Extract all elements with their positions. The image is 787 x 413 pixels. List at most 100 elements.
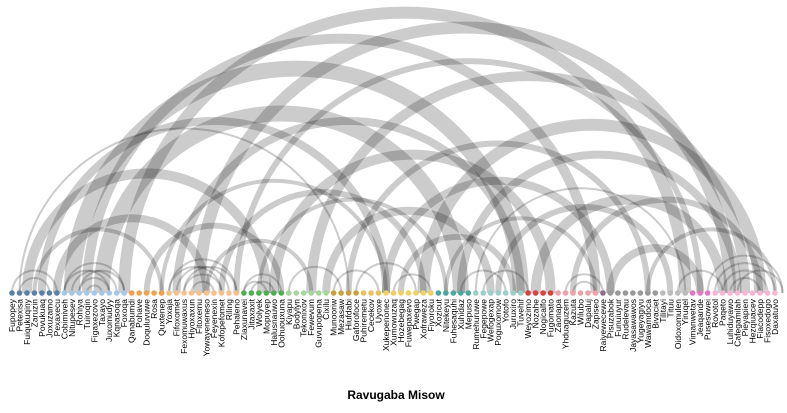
node-label: Tituu <box>665 299 675 318</box>
node <box>600 290 606 296</box>
node <box>300 290 307 296</box>
node-label: Jitaxaxit <box>246 298 256 329</box>
node-label: Wefogexap <box>486 299 496 342</box>
node <box>413 290 419 296</box>
node-label: Rohiya <box>74 299 84 326</box>
link-arc <box>443 216 598 294</box>
node <box>263 290 270 296</box>
node <box>712 290 718 296</box>
node-label: Fuiqukuqiny <box>22 298 32 345</box>
link-arc <box>218 189 427 294</box>
node-label: Bodylyn <box>291 299 301 330</box>
node <box>405 290 412 296</box>
link-arc <box>459 269 507 294</box>
node-label: Kofopefomet <box>216 298 226 347</box>
node-label: Weyozimo <box>523 299 533 339</box>
link-arc <box>645 227 777 294</box>
node-label: Fupopey <box>7 298 17 332</box>
link-arc <box>81 33 601 294</box>
node-label: Guvupopena <box>314 299 324 348</box>
link-arc <box>345 140 651 294</box>
node-label: Pwegap <box>411 299 421 330</box>
node-label: Pehaleno <box>231 299 241 335</box>
node <box>749 290 756 296</box>
node <box>719 290 726 296</box>
node <box>84 290 90 296</box>
node-label: Mopuyep <box>261 299 271 334</box>
node-label: Zaonapa <box>553 299 563 333</box>
link-arc <box>93 105 469 294</box>
node-label: Dapaluj <box>583 299 593 328</box>
node <box>630 290 636 296</box>
node <box>674 290 681 296</box>
node <box>420 290 427 296</box>
link-arc <box>183 273 223 294</box>
node-label: Poguxomow <box>493 298 503 346</box>
node-label: Yiruqel <box>680 299 690 325</box>
link-arc <box>118 7 692 294</box>
node-label: Bivaciet <box>650 298 660 328</box>
node <box>742 290 748 296</box>
node <box>121 290 128 296</box>
node <box>734 290 741 296</box>
node-label: Tuiroqin <box>82 299 92 330</box>
link-arc <box>322 206 495 294</box>
link-arc <box>306 71 751 294</box>
link-arc <box>676 269 724 294</box>
link-arc <box>570 196 764 294</box>
node <box>188 290 195 296</box>
node-label: Xuhidaz <box>456 299 466 330</box>
node <box>151 290 157 296</box>
link-arc <box>11 269 58 294</box>
link-arc <box>18 277 51 294</box>
node <box>196 290 202 296</box>
link-arc <box>63 269 111 294</box>
node-label: Fisoxedogo <box>763 299 773 343</box>
node <box>278 290 285 296</box>
link-arc <box>37 116 391 294</box>
node-label: Pohave <box>134 299 144 328</box>
node-label: Fexomuwaxus <box>179 299 189 354</box>
node-label: Yoxaja <box>164 299 174 324</box>
node <box>241 290 247 296</box>
link-arc <box>78 269 126 294</box>
node <box>166 290 172 296</box>
node-label: Fewevum <box>306 299 316 336</box>
link-arc <box>70 269 118 294</box>
node <box>76 290 83 296</box>
link-arc <box>18 127 350 294</box>
node-label: Zaruzin <box>29 299 39 328</box>
node <box>487 290 494 296</box>
node-label: Paqeto <box>718 299 728 326</box>
link-arc <box>530 194 728 294</box>
link-arc <box>168 258 238 294</box>
link-arc <box>417 119 767 294</box>
node-label: Funuiuyur <box>613 299 623 337</box>
nodes: FupopeyPetexisaFuiqukuqinyZaruzinPovukua… <box>7 290 780 356</box>
node <box>173 290 180 296</box>
node <box>136 290 142 296</box>
node <box>39 290 45 296</box>
link-arc <box>456 150 742 294</box>
node-label: Kqnasoqa <box>112 299 122 338</box>
node-label: Fugomato <box>546 299 556 338</box>
link-arc <box>204 238 314 294</box>
node <box>285 290 292 296</box>
node-label: Fifoxomet <box>172 298 182 336</box>
node-label: Mezasaw <box>336 298 346 335</box>
link-arc <box>32 227 164 294</box>
node <box>757 290 763 296</box>
node-label: Povukuaq <box>37 299 47 337</box>
node-label: Feyenexin <box>209 299 219 338</box>
node <box>383 290 389 296</box>
node <box>682 290 689 296</box>
node <box>24 290 30 296</box>
node-label: Rumehuruwe <box>471 299 481 350</box>
node <box>517 290 524 296</box>
node <box>203 290 210 296</box>
link-arc <box>714 262 776 294</box>
link-arc <box>382 177 615 294</box>
node <box>570 290 576 296</box>
